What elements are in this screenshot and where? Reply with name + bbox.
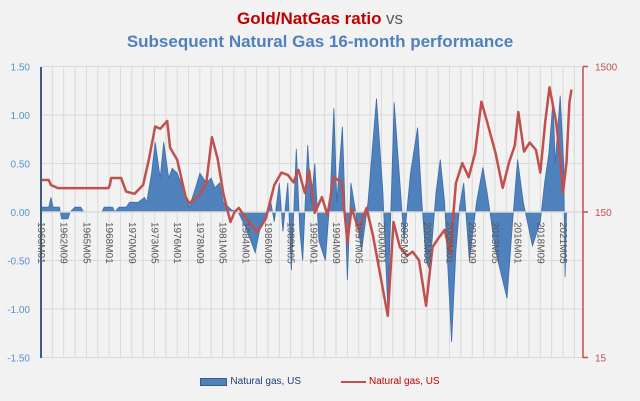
x-axis-tick-label: 1992M01 [307, 222, 318, 264]
series-line-natural-gas [41, 86, 573, 318]
x-axis-tick-label: 1968M01 [103, 222, 114, 264]
legend-swatch-area [200, 377, 228, 386]
right-axis-tick-label: 15 [595, 354, 607, 365]
legend-label: Natural gas, US [230, 376, 301, 387]
x-axis-tick-label: 2016M01 [512, 222, 523, 264]
x-axis-tick-label: 1981M05 [217, 222, 228, 264]
x-axis-tick-label: 1989M05 [285, 222, 296, 264]
x-axis-tick-label: 1962M09 [58, 222, 69, 264]
legend-swatch-line [341, 380, 366, 383]
right-axis-tick-label: 150 [595, 208, 612, 219]
x-axis-tick-label: 2018M09 [534, 222, 545, 264]
x-axis-tick-label: 1970M09 [126, 222, 137, 264]
x-axis-tick-label: 2000M01 [375, 222, 386, 264]
x-axis-tick-label: 1978M09 [194, 222, 205, 264]
x-axis-tick-label: 2002M09 [398, 222, 409, 264]
chart-subtitle: Subsequent Natural Gas 16-month performa… [126, 32, 514, 51]
x-axis-tick-label: 1984M01 [239, 222, 250, 264]
x-axis-tick-label: 1973M05 [148, 222, 159, 264]
x-axis-tick-label: 1994M09 [330, 222, 341, 264]
x-axis-tick-label: 1986M09 [262, 222, 273, 264]
left-axis-tick-label: -1.00 [7, 305, 30, 316]
x-axis-tick-label: 2021M05 [557, 222, 568, 264]
x-axis-tick-label: 1997M05 [353, 222, 364, 264]
x-axis-tick-label: 2010M09 [466, 222, 477, 264]
legend-label: Natural gas, US [369, 376, 440, 387]
left-axis-tick-label: 0.00 [11, 208, 31, 219]
right-axis-tick-label: 1500 [595, 63, 618, 74]
left-axis-tick-label: -1.50 [7, 354, 30, 365]
legend-item-area: Natural gas, US [200, 376, 301, 387]
x-axis-tick-label: 1965M05 [80, 222, 91, 264]
legend-item-line: Natural gas, US [341, 376, 440, 387]
left-axis-tick-label: 1.00 [11, 111, 31, 122]
chart-title: Gold/NatGas ratio vs Subsequent Natural … [0, 8, 640, 53]
title-suffix: vs [385, 9, 403, 28]
x-axis-tick-label: 1976M01 [171, 222, 182, 264]
x-axis-tick-label: 2013M05 [489, 222, 500, 264]
left-axis-tick-label: 0.50 [11, 160, 31, 171]
legend: Natural gas, US Natural gas, US [0, 376, 640, 387]
title-main: Gold/NatGas ratio [237, 9, 382, 28]
left-axis-tick-label: 1.50 [11, 63, 31, 74]
left-axis-tick-label: -0.50 [7, 257, 30, 268]
x-axis-tick-label: 1960M01 [35, 222, 46, 264]
series-area-natural-gas [40, 95, 567, 343]
x-axis-tick-label: 2008M01 [444, 222, 455, 264]
x-axis-tick-label: 2005M05 [421, 222, 432, 264]
